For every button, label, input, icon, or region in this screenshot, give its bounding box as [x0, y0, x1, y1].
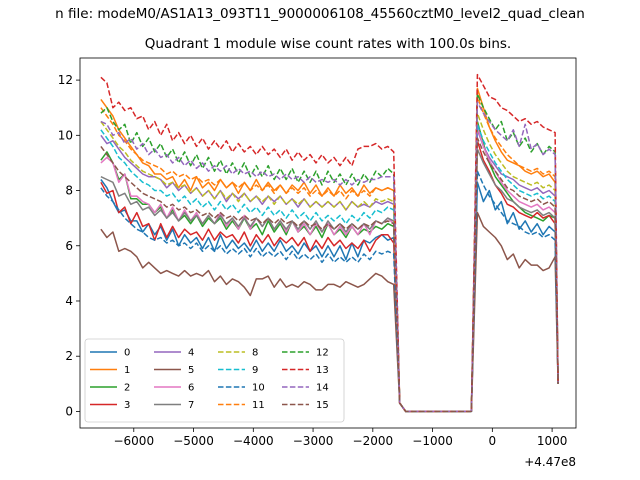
- y-tick-label: 0: [65, 404, 73, 418]
- legend-label-10: 10: [252, 383, 265, 394]
- legend-label-9: 9: [252, 365, 258, 376]
- x-tick-label: −6000: [113, 434, 154, 448]
- legend-label-4: 4: [188, 348, 194, 359]
- series-layer: [100, 73, 559, 413]
- series-line-9: [100, 123, 559, 413]
- x-tick-label: −5000: [173, 434, 214, 448]
- legend-label-5: 5: [188, 365, 194, 376]
- x-tick-label: −1000: [412, 434, 453, 448]
- y-tick-label: 4: [65, 294, 73, 308]
- legend-label-12: 12: [316, 348, 329, 359]
- legend-label-0: 0: [124, 348, 130, 359]
- x-tick-label: −2000: [353, 434, 394, 448]
- legend-label-6: 6: [188, 383, 194, 394]
- series-line-12: [100, 93, 559, 413]
- y-tick-label: 8: [65, 184, 73, 198]
- series-line-5: [100, 211, 559, 413]
- y-tick-label: 10: [58, 128, 73, 142]
- legend-label-14: 14: [316, 383, 329, 394]
- legend-label-11: 11: [252, 400, 265, 411]
- series-line-15: [100, 137, 559, 413]
- x-tick-label: −4000: [233, 434, 274, 448]
- series-line-0: [100, 179, 559, 413]
- x-tick-label: 0: [489, 434, 497, 448]
- axes-layer: −6000 −5000 −4000 −3000 −2000 −1000 0 1000 0 2 4 6 8…: [58, 57, 577, 448]
- x-offset-label: +4.47e8: [524, 455, 576, 469]
- x-tick-label: −3000: [293, 434, 334, 448]
- chart-title: Quadrant 1 module wise count rates with …: [144, 36, 512, 52]
- series-line-3: [100, 140, 559, 413]
- series-line-7: [100, 148, 559, 413]
- legend-frame: [84, 338, 345, 423]
- legend-label-15: 15: [316, 400, 329, 411]
- plot-frame: [79, 57, 577, 429]
- legend-label-13: 13: [316, 365, 329, 376]
- legend-label-8: 8: [252, 348, 258, 359]
- series-line-13: [100, 73, 559, 413]
- y-tick-label: 2: [65, 349, 73, 363]
- x-tick-label: 1000: [537, 434, 568, 448]
- legend-label-3: 3: [124, 400, 130, 411]
- y-tick-label: 6: [65, 239, 73, 253]
- legend-label-1: 1: [124, 365, 130, 376]
- series-line-10: [100, 170, 559, 413]
- series-line-14: [100, 101, 559, 413]
- y-tick-label: 12: [58, 73, 73, 87]
- legend-label-2: 2: [124, 383, 130, 394]
- series-line-8: [100, 112, 559, 413]
- figure-suptitle: n file: modeM0/AS1A13_093T11_9000006108_…: [55, 6, 585, 22]
- legend-label-7: 7: [188, 400, 194, 411]
